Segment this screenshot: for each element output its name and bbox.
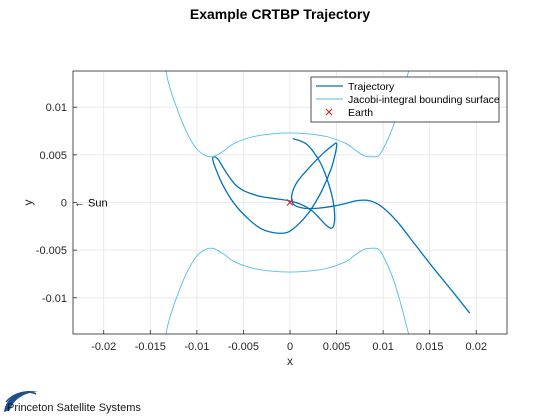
y-tick-label: -0.01 [42,293,67,305]
x-tick-label: 0.01 [372,341,393,353]
x-tick-label: 0 [287,341,293,353]
annotations: ← Sun [74,198,108,210]
logo-arc-icon [5,391,37,403]
y-axis-label: y [21,200,35,206]
legend-label: Earth [348,107,373,119]
y-tick-label: 0 [61,198,67,210]
y-tick-label: -0.005 [36,245,67,257]
legend-swatch [325,108,333,116]
y-tick-label: 0.01 [46,102,67,114]
x-tick-label: -0.02 [91,341,116,353]
bounding-surface-line [165,247,410,334]
legend-label: Trajectory [348,81,395,93]
x-axis-label: x [287,354,293,368]
marker-group [286,199,294,206]
x-tick-label: -0.015 [135,341,166,353]
earth-marker [286,199,294,206]
company-logo: Princeton Satellite Systems [4,390,141,414]
axis-ticks: -0.02 -0.015 -0.01 -0.005 0 0.005 0.01 0.015 0.0… [36,102,487,353]
series-group [165,71,471,334]
legend-box [310,76,500,123]
sun-annotation: ← Sun [74,198,108,210]
x-tick-label: -0.01 [184,341,209,353]
logo-swoosh-icon [4,390,38,412]
bounding-surface-line [165,71,410,158]
x-tick-label: 0.02 [466,341,487,353]
x-tick-label: -0.005 [228,341,259,353]
y-tick-label: 0.005 [39,150,67,162]
logo-text: Princeton Satellite Systems [7,402,141,414]
trajectory-line [212,138,471,314]
legend-label: Jacobi-integral bounding surface [348,94,500,106]
x-tick-label: 0.015 [416,341,444,353]
chart-title: Example CRTBP Trajectory [190,6,370,22]
x-tick-label: 0.005 [323,341,351,353]
